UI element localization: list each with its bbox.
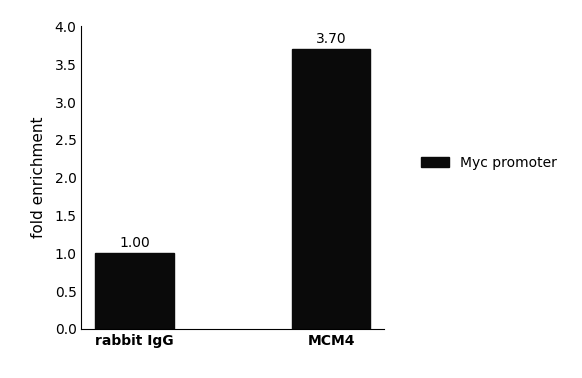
Bar: [95, 253, 174, 329]
Text: 3.70: 3.70: [316, 32, 346, 46]
Legend: Myc promoter: Myc promoter: [416, 150, 562, 175]
Bar: [292, 49, 370, 329]
Y-axis label: fold enrichment: fold enrichment: [31, 117, 47, 239]
Text: 1.00: 1.00: [119, 236, 150, 250]
